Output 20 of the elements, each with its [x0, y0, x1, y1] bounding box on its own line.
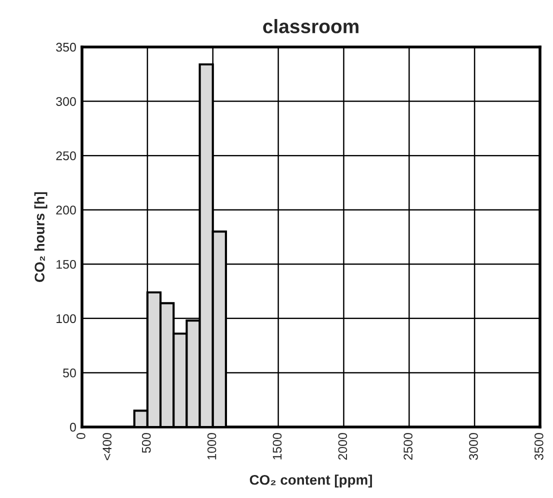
x-tick-label: 1000 [207, 433, 216, 460]
x-tick-label: <400 [102, 433, 112, 460]
x-tick-label: 500 [142, 433, 151, 453]
y-tick-label: 0 [70, 422, 76, 432]
y-tick-label: 150 [56, 260, 76, 269]
x-tick-label: 2500 [404, 433, 412, 460]
y-tick-label: 250 [56, 151, 76, 160]
y-tick-label: 100 [56, 314, 76, 324]
x-tick-label: 2000 [338, 433, 348, 460]
x-tick-label: 3500 [534, 433, 544, 460]
y-tick-label: 300 [56, 97, 76, 106]
x-tick-label: 3000 [469, 433, 478, 460]
y-tick-label: 350 [56, 42, 76, 52]
x-tick-label: 1500 [272, 433, 282, 460]
chart-title: classroom [263, 19, 358, 34]
x-axis-title: CO₂ content [ppm] [250, 474, 372, 488]
y-axis-title: CO₂ hours [h] [34, 192, 48, 282]
y-tick-label: 50 [63, 368, 76, 378]
x-tick-label: 0 [76, 433, 86, 440]
y-tick-label: 200 [56, 206, 76, 215]
